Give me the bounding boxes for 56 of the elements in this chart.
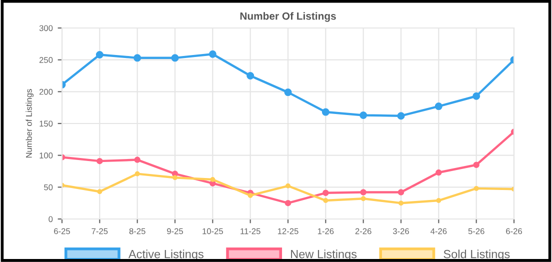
point: [397, 112, 405, 120]
point: [96, 158, 103, 164]
x-tick-label: 8-25: [129, 228, 146, 234]
point: [172, 175, 178, 180]
point: [322, 190, 329, 196]
y-axis-title: Number of Listings: [26, 89, 34, 158]
point: [360, 196, 366, 202]
x-tick-label: 7-25: [92, 228, 108, 234]
point: [434, 102, 442, 110]
point: [208, 50, 216, 58]
y-tick-label: 300: [39, 25, 53, 32]
y-tick-label: 250: [39, 57, 53, 63]
point: [360, 189, 366, 196]
x-tick-label: 4-26: [430, 228, 447, 234]
x-tick-label: 11-25: [240, 228, 260, 234]
y-tick-label: 50: [44, 184, 53, 190]
x-tick-label: 3-26: [392, 228, 409, 234]
point: [436, 198, 442, 204]
point: [436, 169, 442, 176]
x-tick-label: 10-25: [202, 228, 223, 234]
point: [134, 171, 140, 176]
point: [96, 50, 104, 58]
x-tick-label: 12-25: [278, 228, 298, 234]
point: [473, 162, 480, 168]
point: [360, 111, 368, 119]
point: [134, 156, 140, 163]
point: [97, 189, 102, 194]
point: [323, 198, 328, 204]
point: [248, 192, 253, 198]
point: [246, 72, 254, 80]
point: [474, 186, 479, 191]
point: [134, 54, 142, 62]
point: [322, 108, 330, 116]
x-tick-label: 6-26: [506, 228, 522, 234]
legend-label: Active Listings: [128, 250, 204, 261]
y-tick-label: 150: [40, 120, 53, 127]
point: [472, 92, 480, 100]
x-tick-label: 5-26: [468, 228, 484, 234]
point: [171, 54, 179, 62]
y-tick-label: 200: [39, 88, 53, 95]
point: [284, 88, 292, 96]
chart-title: Number Of Listings: [240, 12, 336, 22]
x-tick-label: 6-25: [54, 228, 70, 234]
x-tick-label: 9-25: [167, 228, 183, 234]
y-tick-label: 100: [40, 152, 53, 158]
point: [286, 183, 290, 188]
point: [398, 189, 404, 196]
x-tick-label: 2-26: [355, 228, 372, 234]
point: [210, 177, 216, 182]
x-tick-label: 1-26: [318, 228, 334, 234]
point: [398, 200, 404, 206]
legend-label: New Listings: [291, 250, 357, 261]
line-series: [62, 171, 514, 206]
point: [284, 200, 292, 206]
legend-label: Sold Listings: [444, 250, 510, 261]
y-tick-label: 0: [48, 216, 53, 222]
